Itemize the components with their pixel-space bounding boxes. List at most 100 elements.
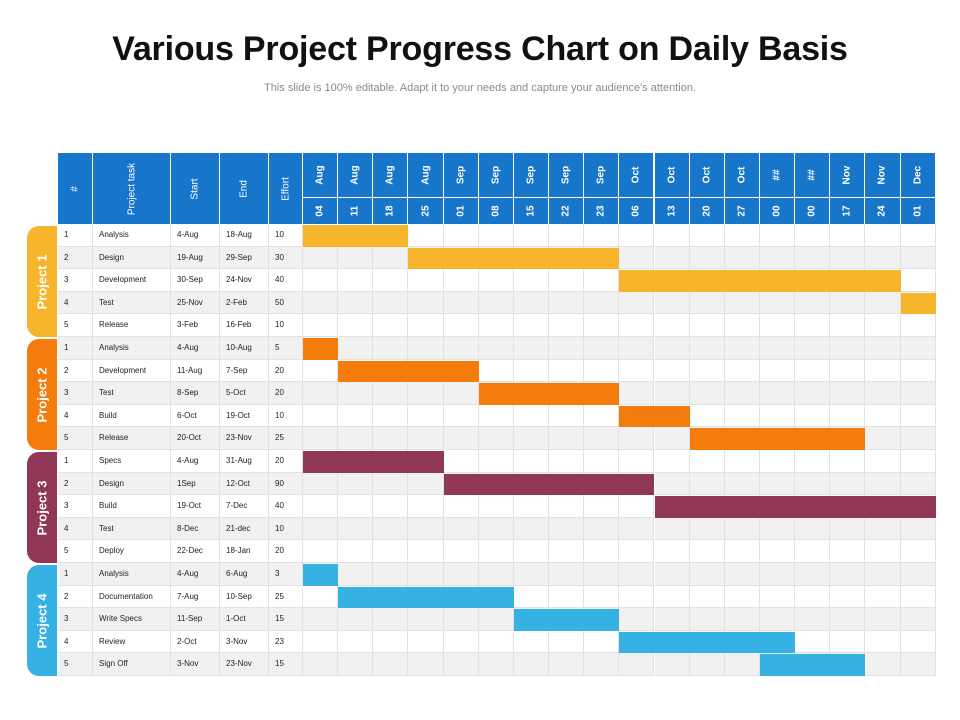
timeline-cell [759,291,796,315]
timeline-cell [759,540,796,563]
task-end-cell: 3-Nov [220,630,269,654]
timeline-cell [303,359,339,383]
timeline-cell [478,404,514,428]
gantt-bar-documentation [338,586,514,609]
task-task-cell: Analysis [93,224,171,247]
column-header-start-label: Start [189,177,201,200]
timeline-cell [443,630,479,654]
timeline-cell [830,224,866,247]
timeline-cell [724,359,760,383]
timeline-cell [549,653,585,676]
task-effort-cell: 15 [269,653,303,676]
timeline-cell [408,540,444,563]
timeline-cell [373,630,409,654]
task-effort-cell: 40 [269,269,303,292]
task-task-cell: Sign Off [93,653,171,676]
timeline-cell [303,653,339,676]
task-effort-cell: 90 [269,472,303,496]
timeline-cell [759,404,796,428]
timeline-day: 17 [830,198,866,224]
task-num-cell: 4 [58,291,93,315]
timeline-cell [830,291,866,315]
timeline-cell [549,359,585,383]
task-end-cell: 12-Oct [220,472,269,496]
timeline-cell [338,517,374,541]
timeline-cell [689,450,725,473]
timeline-cell [830,314,866,337]
task-start-cell: 11-Aug [171,359,220,383]
timeline-cell [900,224,936,247]
timeline-cell [373,608,409,631]
task-num-cell: 3 [58,608,93,631]
timeline-cell [689,246,725,270]
timeline-cell [513,404,550,428]
timeline-cell [654,359,690,383]
timeline-cell [584,337,620,360]
timeline-day-label: 22 [560,205,572,217]
task-start-cell: 4-Aug [171,563,220,586]
timeline-cell [584,404,620,428]
timeline-cell [584,291,620,315]
timeline-month: Aug [303,153,339,198]
timeline-cell [724,517,760,541]
timeline-cell [724,563,760,586]
task-num-cell: 5 [58,653,93,676]
column-header-start: Start [171,153,220,224]
timeline-cell [443,404,479,428]
task-num-cell: 1 [58,337,93,360]
timeline-cell [830,382,866,405]
task-effort-cell: 20 [269,450,303,473]
timeline-month-label: Aug [349,165,361,185]
timeline-cell [338,382,374,405]
task-effort-cell: 10 [269,517,303,541]
timeline-month: Sep [513,153,550,198]
timeline-cell [619,291,655,315]
timeline-cell [549,427,585,450]
task-task-cell: Development [93,359,171,383]
timeline-cell [795,291,831,315]
task-effort-cell: 30 [269,246,303,270]
task-effort-cell: 40 [269,495,303,518]
timeline-cell [689,314,725,337]
timeline-cell [724,404,760,428]
timeline-cell [830,540,866,563]
timeline-cell [513,517,550,541]
timeline-cell [795,608,831,631]
task-num-cell: 5 [58,314,93,337]
timeline-cell [619,314,655,337]
task-num-cell: 3 [58,269,93,292]
timeline-cell [443,563,479,586]
timeline-cell [795,314,831,337]
timeline-month-label: Sep [490,165,502,185]
timeline-day-label: 27 [736,205,748,217]
timeline-cell [408,608,444,631]
timeline-cell [513,224,550,247]
timeline-day-label: 13 [666,205,678,217]
task-num-cell: 4 [58,404,93,428]
task-end-cell: 18-Jan [220,540,269,563]
timeline-cell [373,653,409,676]
task-end-cell: 1-Oct [220,608,269,631]
task-start-cell: 30-Sep [171,269,220,292]
timeline-day: 18 [373,198,409,224]
timeline-cell [408,291,444,315]
task-task-cell: Test [93,517,171,541]
timeline-month-label: Oct [666,166,678,184]
timeline-day-label: 06 [630,205,642,217]
task-end-cell: 23-Nov [220,427,269,450]
timeline-cell [338,404,374,428]
timeline-cell [830,472,866,496]
timeline-cell [443,382,479,405]
task-num-cell: 1 [58,563,93,586]
timeline-cell [303,630,339,654]
timeline-cell [408,224,444,247]
timeline-cell [830,585,866,609]
timeline-cell [303,269,339,292]
timeline-cell [478,359,514,383]
timeline-cell [795,337,831,360]
gantt-bar-build [654,496,936,518]
timeline-cell [408,495,444,518]
timeline-cell [303,246,339,270]
timeline-month: Aug [408,153,444,198]
task-start-cell: 19-Aug [171,246,220,270]
